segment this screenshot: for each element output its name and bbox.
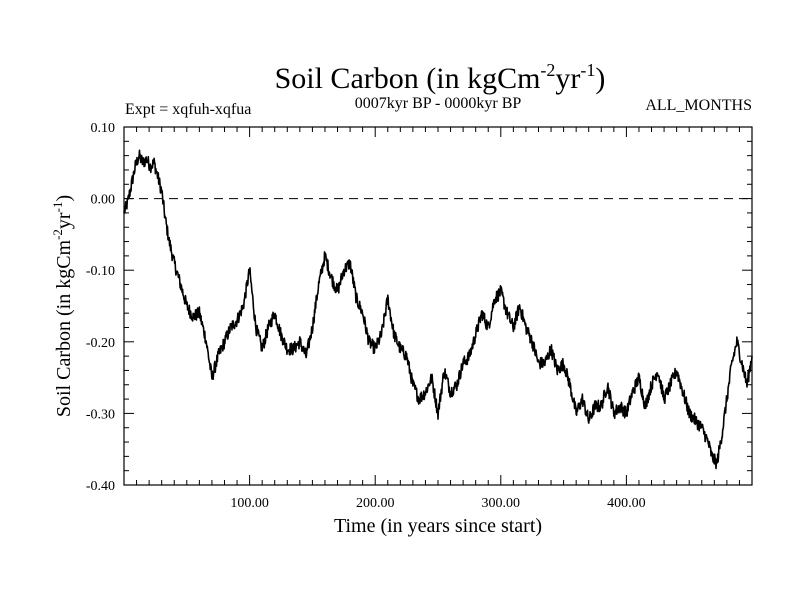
y-tick-label: 0.10: [91, 121, 116, 136]
x-axis-label: Time (in years since start): [334, 515, 542, 537]
chart-title: Soil Carbon (in kgCm-2yr-1): [275, 60, 606, 95]
x-tick-label: 300.00: [482, 496, 521, 511]
months-label: ALL_MONTHS: [645, 97, 752, 114]
series-line: [123, 149, 753, 470]
plot-frame: [123, 126, 753, 486]
expt-label: Expt = xqfuh-xqfua: [125, 101, 251, 118]
y-tick-label: -0.20: [86, 336, 115, 351]
y-tick-label: -0.10: [86, 264, 115, 279]
period-label: 0007kyr BP - 0000kyr BP: [355, 95, 522, 112]
x-axis-ticks: 100.00 200.00 300.00 400.00: [136, 127, 740, 511]
y-tick-label: -0.30: [86, 407, 115, 422]
y-axis-label: Soil Carbon (in kgCm-2yr-1): [50, 195, 75, 417]
x-tick-label: 100.00: [230, 496, 269, 511]
y-tick-label: -0.40: [86, 479, 115, 494]
y-tick-label: 0.00: [91, 193, 116, 208]
x-tick-label: 400.00: [607, 496, 646, 511]
x-tick-label: 200.00: [356, 496, 395, 511]
y-axis-ticks: 0.10 0.00 -0.10 -0.20 -0.30 -0.40: [86, 121, 752, 494]
